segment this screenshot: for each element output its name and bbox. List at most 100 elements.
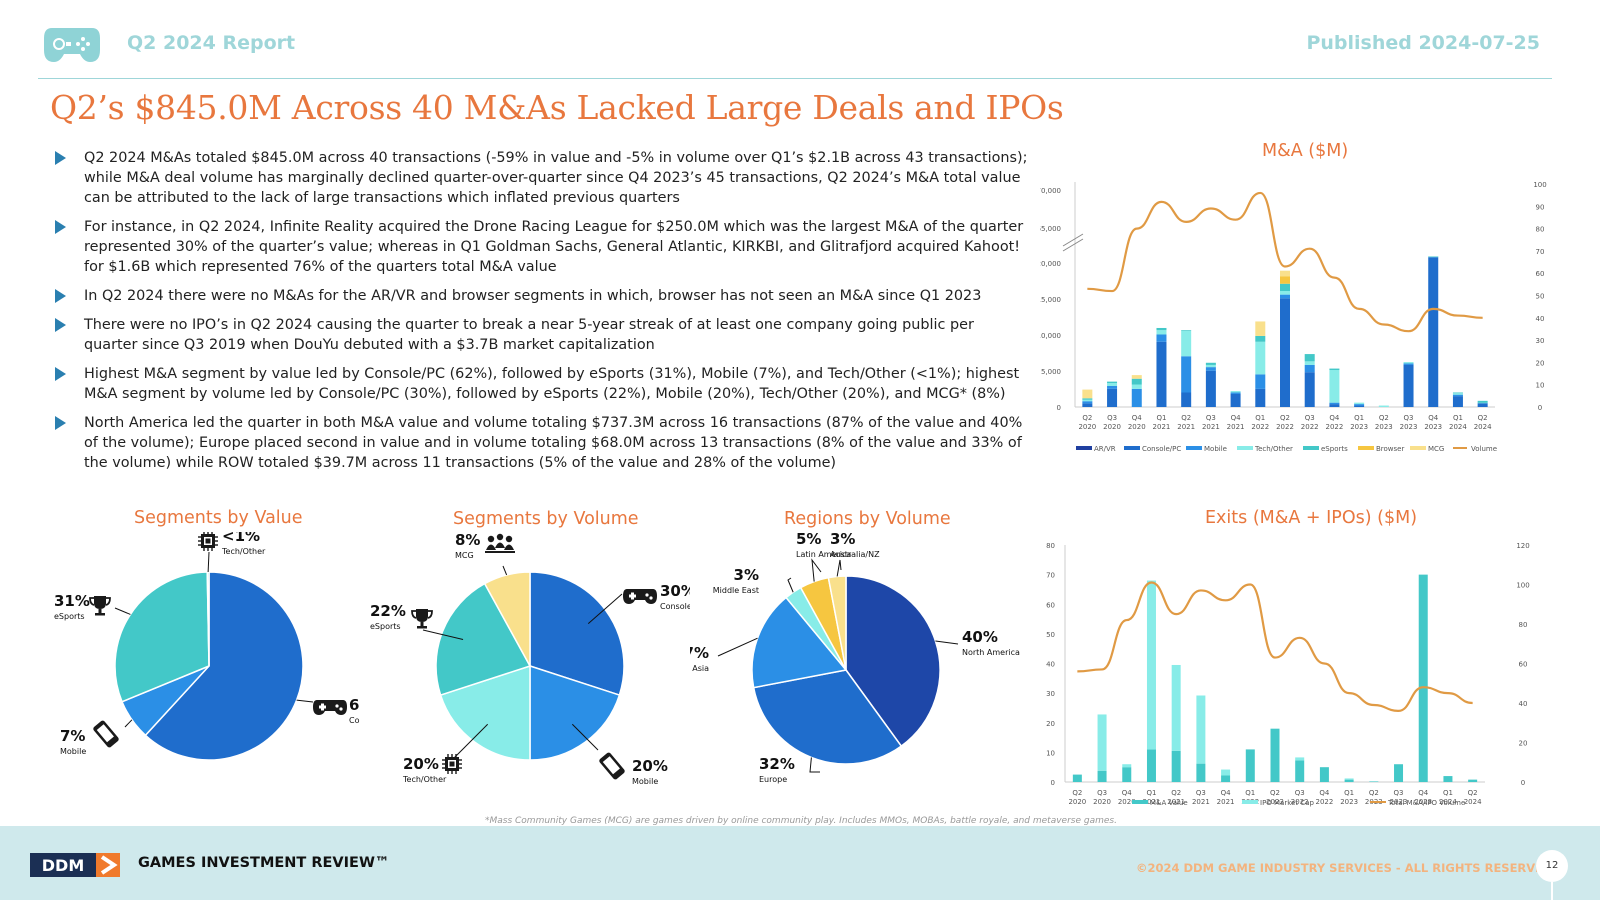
bar-tech-other-q4-2022 [1329,370,1340,403]
pie-slice-console-pc [529,571,625,696]
x-tick-year: 2024 [1474,423,1492,431]
bullet-list: Q2 2024 M&As totaled $845.0M across 40 t… [55,148,1030,482]
bar-console-pc-q1-2023 [1354,405,1365,407]
pie-pct-mobile: 20% [632,757,668,775]
x-tick-quarter: Q2 [1478,414,1488,422]
x-tick-year: 2023 [1375,423,1393,431]
bar-console-pc-q1-2022 [1255,388,1266,407]
volume-line [1087,191,1483,333]
x-tick-year: 2021 [1217,798,1235,806]
bar-mobile-q4-2022 [1329,402,1340,405]
header-divider [38,78,1552,79]
y2-tick: 90 [1536,203,1545,211]
bar-esports-q2-2020 [1082,398,1093,400]
bar-console-pc-q3-2021 [1205,370,1216,407]
bar-m-a-value-q4-2023 [1418,574,1428,782]
pie-slice-asia [751,596,848,689]
published-date: Published 2024-07-25 [1306,32,1540,54]
trophy-icon [411,609,433,629]
pie-label-latin-america: Latin America [796,550,851,559]
bar-m-a-value-q2-2020 [1072,774,1082,782]
bullet-item: North America led the quarter in both M&… [55,413,1030,473]
bar-tech-other-q2-2023 [1378,405,1389,407]
footnote: *Mass Community Games (MCG) are games dr… [485,816,1117,826]
x-tick-quarter: Q3 [1206,414,1216,422]
bar-ipo-market-cap-q2-2021 [1171,664,1181,751]
bar-console-pc-q4-2023 [1428,257,1439,407]
x-tick-year: 2021 [1143,798,1161,806]
bar-ipo-market-cap-q1-2023 [1344,778,1354,780]
x-tick-year: 2021 [1202,423,1220,431]
bar-m-a-value-q3-2021 [1196,763,1206,782]
bar-tech-other-q1-2023 [1354,402,1365,405]
x-tick-year: 2022 [1276,423,1294,431]
bar-tech-other-q2-2020 [1082,399,1093,402]
x-tick-quarter: Q4 [1221,789,1232,797]
legend-swatch-m-a-value [1132,800,1148,804]
bar-esports-q3-2022 [1304,354,1315,362]
x-tick-year: 2020 [1128,423,1146,431]
bar-m-a-value-q1-2021 [1146,749,1156,782]
bar-console-pc-q4-2021 [1230,393,1241,407]
x-tick-quarter: Q3 [1107,414,1117,422]
bar-mobile-q2-2020 [1082,401,1093,404]
segments-by-volume-chart: 30% Console/PC 20% Mobile 20% Tech/Other 22% eS… [370,532,690,786]
bar-mobile-q1-2023 [1354,404,1365,406]
report-label: Q2 2024 Report [127,32,296,54]
bar-console-pc-q2-2021 [1181,392,1192,407]
bar-console-pc-q3-2020 [1107,388,1118,407]
x-tick-year: 2023 [1390,798,1408,806]
pie-slice-esports [435,582,532,696]
pie-slice-australia-nz [827,575,847,671]
bullet-arrow-icon [55,416,66,430]
y2-tick: 10 [1536,382,1545,390]
bullet-arrow-icon [55,367,66,381]
bullet-item: In Q2 2024 there were no M&As for the AR… [55,286,1030,306]
x-tick-year: 2024 [1439,798,1457,806]
gamepad-logo-icon [44,28,100,62]
bar-console-pc-q2-2020 [1082,403,1093,407]
legend-label-total-m-a-ipo-volume: Total M&A/IPO Volume [1387,799,1465,807]
pie-label-esports: eSports [370,622,401,631]
bullet-item: Q2 2024 M&As totaled $845.0M across 40 t… [55,148,1030,208]
bar-console-pc-q4-2022 [1329,404,1340,407]
pie-label-australia-nz: Australia/NZ [830,550,880,559]
leader-line-console-pc [296,699,314,703]
pie-pct-asia: 17% [690,644,709,662]
y-tick: 60 [1046,601,1055,609]
y-tick: 5,000 [1041,368,1061,376]
bar-tech-other-q1-2021 [1156,330,1167,335]
leader-line-mcg [502,565,508,576]
exits-chart-title: Exits (M&A + IPOs) ($M) [1205,508,1418,528]
x-tick-quarter: Q3 [1196,789,1206,797]
bar-tech-other-q3-2020 [1107,383,1118,386]
y2-tick: 80 [1536,226,1545,234]
pie-pct-console-pc: 30% [660,582,690,600]
x-tick-quarter: Q1 [1443,789,1453,797]
x-tick-quarter: Q2 [1379,414,1389,422]
bar-esports-q1-2021 [1156,327,1167,331]
bar-m-a-value-q2-2023 [1369,781,1379,782]
x-tick-year: 2021 [1227,423,1245,431]
y-tick: 15,000 [1040,296,1061,304]
pie-label-middle-east: Middle East [713,586,759,595]
bar-m-a-value-q3-2023 [1394,764,1404,782]
x-tick-quarter: Q1 [1156,414,1166,422]
bar-mcg-q2-2022 [1280,270,1290,277]
x-tick-year: 2022 [1325,423,1343,431]
bar-m-a-value-q4-2021 [1221,775,1231,782]
bar-m-a-value-q2-2024 [1468,779,1478,782]
x-tick-year: 2022 [1315,798,1333,806]
leader-line-tech-other [451,723,489,761]
bar-mobile-q1-2021 [1156,334,1167,342]
chip-icon [442,754,462,774]
x-tick-quarter: Q3 [1295,789,1305,797]
x-tick-quarter: Q4 [1132,414,1143,422]
bar-ipo-market-cap-q4-2020 [1122,764,1132,768]
bar-m-a-value-q1-2024 [1443,776,1453,782]
bar-m-a-value-q4-2022 [1319,767,1329,782]
x-tick-quarter: Q2 [1082,414,1092,422]
bar-browser-q2-2022 [1280,276,1290,284]
y2-tick: 50 [1536,293,1545,301]
bar-esports-q3-2021 [1205,362,1216,365]
